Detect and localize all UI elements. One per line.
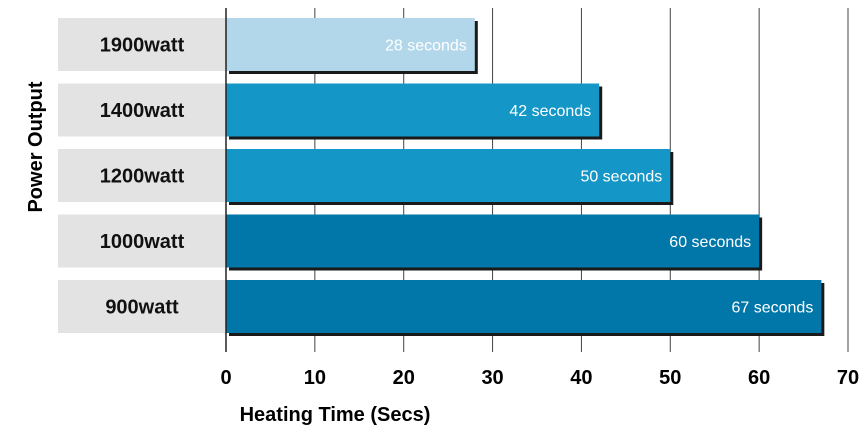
x-tick-label: 30 — [481, 367, 503, 389]
category-band — [58, 83, 226, 137]
category-band — [58, 18, 226, 71]
bar-value-label: 42 seconds — [509, 103, 591, 120]
bar-value-label: 50 seconds — [580, 169, 662, 186]
x-axis-title: Heating Time (Secs) — [240, 404, 431, 426]
bar — [226, 280, 822, 333]
x-axis-ticks: 0 10 20 30 40 50 60 70 — [220, 8, 859, 389]
x-tick-label: 10 — [304, 367, 326, 389]
x-tick-label: 60 — [748, 367, 770, 389]
bar-value-label: 60 seconds — [669, 234, 751, 251]
x-tick-label: 50 — [659, 367, 681, 389]
category-band — [58, 149, 226, 202]
x-tick-label: 20 — [393, 367, 415, 389]
category-label: 1900watt — [100, 35, 185, 57]
x-tick-label: 40 — [570, 367, 592, 389]
category-band — [58, 214, 226, 268]
bar — [226, 149, 671, 202]
bar-value-label: 67 seconds — [731, 300, 813, 317]
bar — [226, 83, 600, 137]
category-band — [58, 280, 226, 333]
x-tick-label: 0 — [220, 367, 231, 389]
bar — [226, 214, 760, 268]
y-axis-title: Power Output — [25, 81, 47, 212]
category-label: 1200watt — [100, 166, 185, 188]
category-label: 1000watt — [100, 231, 185, 253]
category-label: 900watt — [105, 297, 179, 319]
category-label-bands: 1900watt 1400watt 1200watt 1000watt 900watt — [58, 18, 226, 333]
bars: 28 seconds 42 seconds 50 seconds 60 seconds… — [226, 18, 825, 336]
category-label: 1400watt — [100, 100, 185, 122]
bar — [226, 18, 475, 71]
bar-value-label: 28 seconds — [385, 38, 467, 55]
x-tick-label: 70 — [837, 367, 859, 389]
